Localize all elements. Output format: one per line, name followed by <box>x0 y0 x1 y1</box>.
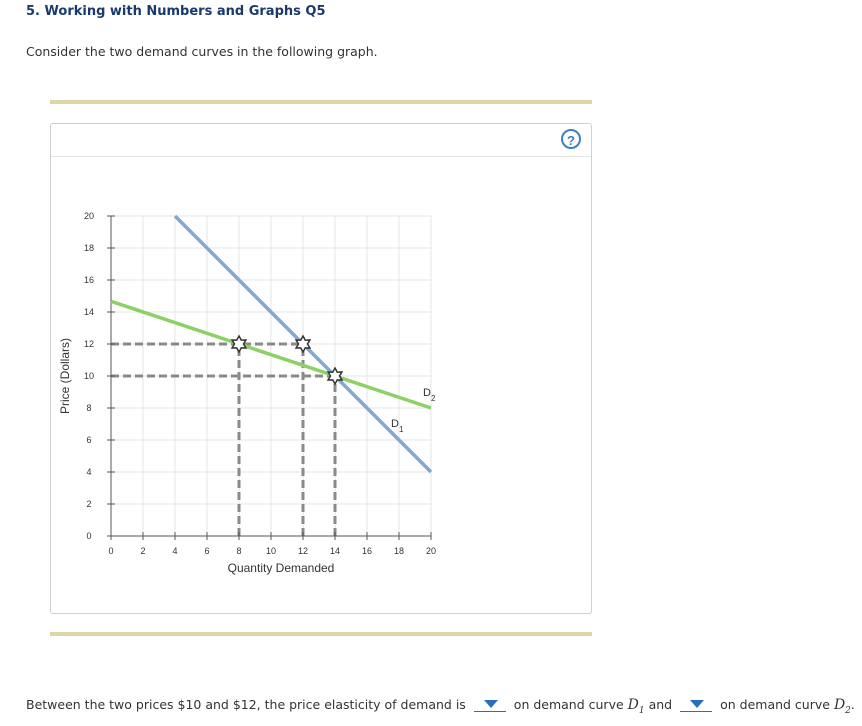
x-tick-label: 16 <box>362 546 372 556</box>
curve-label-d2: D2 <box>423 387 436 403</box>
axis-labels: 0 2 4 6 8 10 12 14 16 18 20 0 2 4 6 8 10 12 14 16 18 20 Quanti… <box>58 211 436 575</box>
y-tick-label: 2 <box>86 499 91 509</box>
x-tick-label: 18 <box>394 546 404 556</box>
y-tick-label: 10 <box>84 371 94 381</box>
graph-panel-header: ? <box>51 124 591 157</box>
axes <box>107 215 432 540</box>
x-tick-label: 8 <box>236 546 241 556</box>
curve-label-d1: D1 <box>391 418 404 434</box>
question-title: 5. Working with Numbers and Graphs Q5 <box>26 4 326 19</box>
y-tick-label: 8 <box>86 403 91 413</box>
x-tick-label: 14 <box>330 546 340 556</box>
elasticity-dropdown-d2[interactable] <box>680 697 713 712</box>
x-tick-label: 6 <box>204 546 209 556</box>
x-tick-label: 10 <box>266 546 276 556</box>
answer-text-2: on demand curve <box>513 697 624 712</box>
y-tick-label: 18 <box>84 243 94 253</box>
y-tick-label: 6 <box>86 435 91 445</box>
demand-graph: 0 2 4 6 8 10 12 14 16 18 20 0 2 4 6 8 10 12 14 16 18 20 Quanti… <box>58 211 436 575</box>
demand-curve-d2[interactable] <box>110 299 432 410</box>
intersection-points[interactable] <box>230 334 344 386</box>
y-tick-label: 20 <box>84 211 94 221</box>
elasticity-dropdown-d1[interactable] <box>473 697 506 712</box>
curve-d1-symbol: D1 <box>627 697 645 716</box>
question-prompt: Consider the two demand curves in the fo… <box>26 44 378 59</box>
answer-text-1: Between the two prices $10 and $12, the … <box>26 697 466 712</box>
curve-d2-symbol: D2 <box>833 697 851 716</box>
intersection-star-marker[interactable] <box>294 334 312 354</box>
answer-text-3: on demand curve <box>720 697 830 712</box>
intersection-star-marker[interactable] <box>230 334 248 354</box>
divider-bottom <box>50 632 592 636</box>
answer-sentence: Between the two prices $10 and $12, the … <box>26 697 855 716</box>
y-tick-label: 0 <box>86 531 91 541</box>
y-tick-label: 4 <box>86 467 91 477</box>
answer-and: and <box>648 697 673 712</box>
x-axis-title: Quantity Demanded <box>228 561 335 575</box>
y-axis-title: Price (Dollars) <box>58 338 72 414</box>
x-tick-label: 4 <box>172 546 177 556</box>
x-tick-label: 12 <box>298 546 308 556</box>
y-tick-label: 12 <box>84 339 94 349</box>
x-tick-label: 20 <box>426 546 436 556</box>
y-tick-label: 14 <box>84 307 94 317</box>
divider-top <box>50 100 592 104</box>
guide-lines <box>111 342 337 536</box>
y-tick-label: 16 <box>84 275 94 285</box>
answer-end: . <box>850 697 855 712</box>
help-button[interactable]: ? <box>561 129 581 149</box>
intersection-star-marker[interactable] <box>326 366 344 386</box>
graph-panel: ? 0 2 4 6 8 10 12 14 16 18 20 0 2 4 6 8 10 12 14 16 18 20 Quan… <box>50 123 592 614</box>
x-tick-label: 0 <box>108 546 113 556</box>
x-tick-label: 2 <box>140 546 145 556</box>
